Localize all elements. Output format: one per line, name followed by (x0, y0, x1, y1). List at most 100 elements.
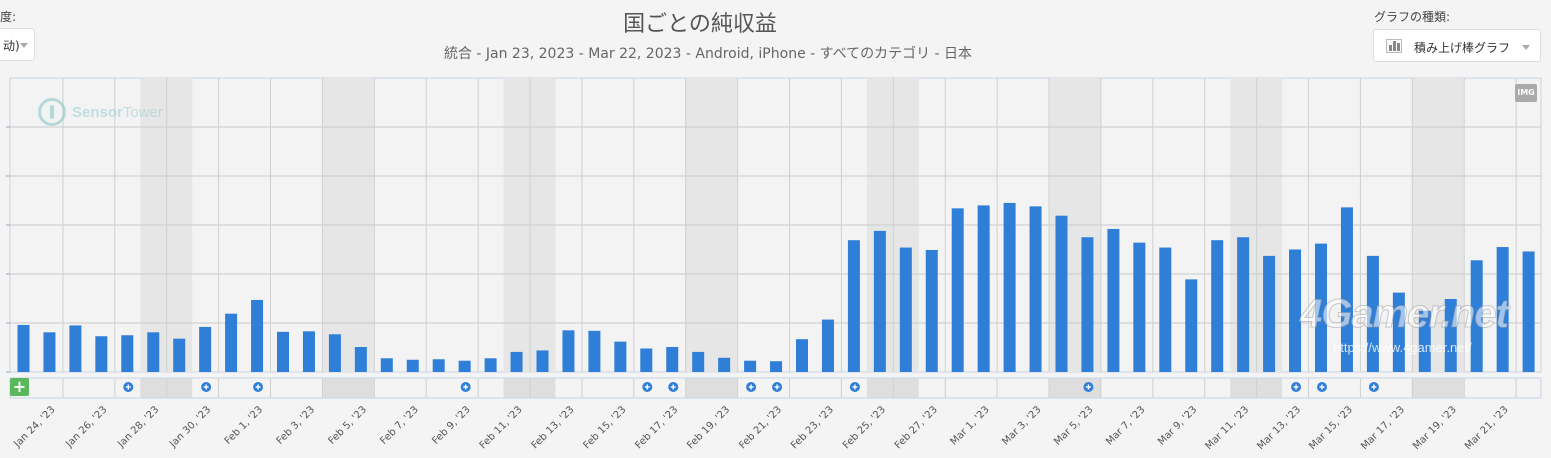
bar-mar-8 (1159, 247, 1172, 372)
bar-jan-25 (69, 325, 82, 372)
x-tick-label: Mar 7, '23 (1104, 404, 1147, 447)
bar-jan-26 (95, 336, 108, 372)
weekend-band-nav (321, 378, 374, 398)
x-tick-label: Jan 28, '23 (115, 404, 161, 450)
x-tick-label: Feb 13, '23 (530, 404, 577, 451)
event-marker-icon[interactable] (201, 382, 212, 392)
x-tick-label: Mar 5, '23 (1052, 404, 1095, 447)
bar-feb-25 (873, 230, 886, 372)
bar-feb-13 (562, 330, 575, 372)
chart-type-label: グラフの種類: (1374, 10, 1451, 24)
watermark-url: https://www.4gamer.net/ (1333, 340, 1472, 355)
chart-title: 国ごとの純収益 (623, 12, 777, 37)
chart-type-dropdown[interactable]: 積み上げ棒グラフ (1373, 29, 1541, 62)
bar-mar-18 (1418, 310, 1431, 372)
chevron-down-icon (1522, 45, 1530, 50)
x-tick-label: Mar 3, '23 (1000, 404, 1043, 447)
x-tick-label: Feb 9, '23 (430, 404, 472, 446)
bar-mar-21 (1496, 247, 1509, 372)
bar-mar-16 (1366, 255, 1379, 372)
event-marker-icon[interactable] (642, 382, 653, 392)
sensortower-logo-icon (38, 98, 66, 126)
x-tick-label: Jan 30, '23 (167, 404, 213, 450)
bar-feb-1 (251, 299, 264, 372)
bar-feb-18 (692, 351, 705, 372)
event-marker-icon[interactable] (1083, 382, 1094, 392)
event-marker-icon[interactable] (1291, 382, 1302, 392)
bar-mar-7 (1133, 242, 1146, 372)
event-marker-icon[interactable] (849, 382, 860, 392)
bar-feb-15 (614, 341, 627, 372)
bar-mar-14 (1315, 243, 1327, 372)
weekend-band-nav (1411, 378, 1464, 398)
bar-feb-22 (796, 339, 808, 372)
x-tick-label: Mar 21, '23 (1463, 404, 1511, 452)
bar-jan-29 (173, 338, 186, 372)
x-tick-label: Feb 19, '23 (685, 404, 732, 451)
bar-feb-28 (951, 208, 964, 372)
event-marker-icon[interactable] (668, 382, 679, 392)
bar-jan-30 (199, 326, 212, 372)
x-tick-label: Jan 24, '23 (11, 404, 57, 450)
bar-jan-27 (121, 335, 134, 372)
bar-jan-24 (43, 332, 56, 372)
event-marker-icon[interactable] (123, 382, 134, 392)
bar-feb-24 (847, 240, 860, 372)
x-tick-label: Feb 7, '23 (378, 404, 420, 446)
bar-feb-21 (770, 361, 783, 372)
x-tick-label: Feb 3, '23 (275, 404, 317, 446)
bar-mar-15 (1340, 207, 1353, 372)
left-control-label: 度: (0, 10, 17, 24)
bar-mar-11 (1237, 237, 1250, 372)
bar-mar-22 (1522, 251, 1535, 372)
bar-feb-19 (718, 357, 731, 372)
x-tick-label: Feb 17, '23 (633, 404, 680, 451)
bar-mar-20 (1470, 260, 1483, 372)
event-marker-icon[interactable] (1317, 382, 1327, 392)
bar-feb-26 (899, 247, 912, 372)
chevron-down-icon (20, 43, 28, 48)
sensortower-logo-text: SensorTower (72, 103, 163, 121)
bar-mar-1 (977, 205, 990, 372)
bar-jan-31 (225, 313, 238, 372)
event-marker-icon[interactable] (460, 382, 471, 392)
left-control-dropdown[interactable]: 动) (0, 28, 35, 61)
bar-mar-4 (1055, 215, 1068, 372)
bar-feb-17 (666, 347, 679, 372)
bar-feb-10 (484, 358, 497, 372)
event-marker-icon[interactable] (746, 382, 757, 392)
bar-mar-17 (1392, 292, 1405, 372)
bar-feb-2 (277, 331, 289, 372)
bar-mar-2 (1003, 202, 1016, 372)
event-marker-icon[interactable] (1368, 382, 1379, 392)
event-marker-icon[interactable] (253, 382, 264, 392)
export-image-button[interactable]: IMG (1515, 84, 1537, 102)
sensortower-logo: SensorTower (38, 98, 163, 126)
add-event-button[interactable]: + (10, 378, 29, 396)
bar-mar-13 (1289, 249, 1302, 372)
weekend-band-nav (685, 378, 738, 398)
bar-feb-20 (744, 360, 757, 372)
bar-feb-9 (458, 360, 471, 372)
bar-feb-4 (328, 334, 341, 372)
x-tick-label: Feb 5, '23 (326, 404, 368, 446)
x-tick-label: Jan 26, '23 (63, 404, 109, 450)
event-marker-icon[interactable] (772, 382, 783, 392)
x-tick-label: Feb 27, '23 (893, 404, 940, 451)
bar-mar-5 (1081, 237, 1094, 372)
x-tick-label: Feb 11, '23 (478, 404, 525, 451)
x-tick-label: Mar 19, '23 (1411, 404, 1459, 452)
x-tick-label: Mar 9, '23 (1156, 404, 1199, 447)
bar-mar-12 (1263, 255, 1276, 372)
chart-type-value: 積み上げ棒グラフ (1414, 41, 1511, 55)
chart-subtitle: 統合 - Jan 23, 2023 - Mar 22, 2023 - Andro… (443, 46, 973, 62)
bar-mar-3 (1029, 206, 1042, 372)
bar-mar-9 (1185, 279, 1198, 372)
x-tick-label: Feb 1, '23 (223, 404, 265, 446)
bar-feb-5 (354, 347, 367, 372)
x-tick-label: Feb 23, '23 (789, 404, 836, 451)
bar-feb-23 (821, 319, 834, 372)
left-control-value: 动) (3, 39, 20, 53)
bar-feb-3 (302, 331, 315, 372)
weekend-band-nav (140, 378, 193, 398)
